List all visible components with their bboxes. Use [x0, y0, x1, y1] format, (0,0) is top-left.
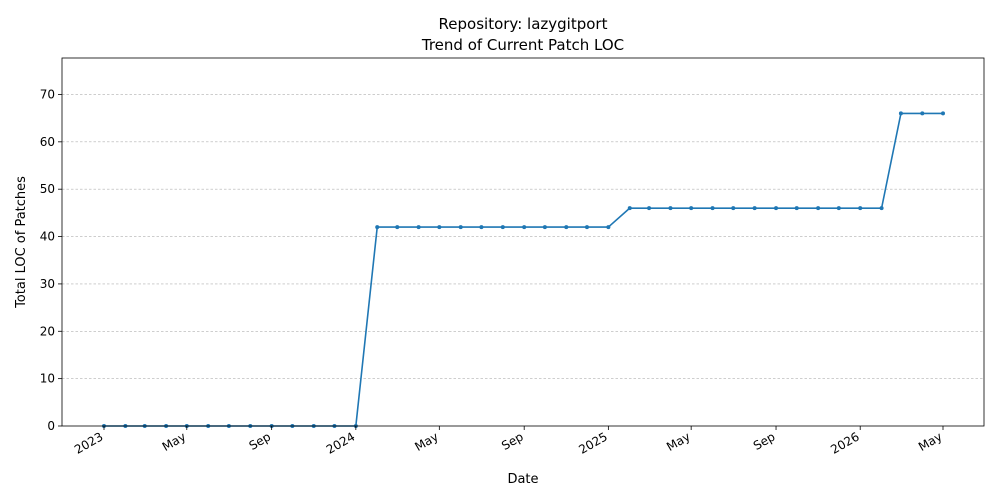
y-tick-label: 0 [47, 419, 55, 433]
x-tick-label: May [412, 429, 440, 454]
data-point [774, 206, 779, 211]
data-point [437, 225, 442, 230]
data-point [731, 206, 736, 211]
data-point [647, 206, 652, 211]
data-point [858, 206, 863, 211]
x-tick-label: 2023 [72, 429, 105, 456]
x-tick-label: 2024 [324, 429, 357, 456]
x-tick-label: May [160, 429, 188, 454]
data-point [816, 206, 821, 211]
data-point [898, 111, 903, 116]
x-tick-label: May [664, 429, 692, 454]
data-point [500, 225, 505, 230]
series-layer [102, 111, 945, 428]
data-point [479, 225, 484, 230]
x-tick-label: Sep [751, 429, 778, 452]
data-point [836, 206, 841, 211]
data-point [668, 206, 673, 211]
x-tick-label: Sep [499, 429, 526, 452]
y-tick-label: 20 [40, 324, 55, 338]
x-tick-label: Sep [247, 429, 274, 452]
y-tick-label: 40 [40, 230, 55, 244]
x-axis-ticks: 2023 May Sep 2024 May Sep 2025 May Sep 2026 May [72, 426, 945, 457]
data-point [606, 225, 611, 230]
data-point [941, 111, 945, 116]
x-tick-label: 2026 [828, 429, 861, 456]
y-gridlines [62, 94, 984, 379]
y-tick-label: 10 [40, 372, 55, 386]
y-axis-ticks: 0 10 20 30 40 50 60 70 [40, 87, 62, 433]
y-tick-label: 30 [40, 277, 55, 291]
data-point [627, 206, 632, 211]
plot-frame [61, 57, 985, 427]
y-tick-label: 50 [40, 182, 55, 196]
y-axis-label: Total LOC of Patches [14, 176, 29, 309]
x-tick-label: May [916, 429, 944, 454]
data-point [564, 225, 569, 230]
data-point [920, 111, 925, 116]
chart-title-line-2: Trend of Current Patch LOC [421, 36, 624, 54]
y-tick-label: 70 [40, 87, 55, 101]
data-point [794, 206, 799, 211]
data-point [416, 225, 421, 230]
data-point [710, 206, 715, 211]
data-point [395, 225, 400, 230]
series-line [104, 112, 943, 427]
data-point [375, 225, 380, 230]
data-point [542, 225, 547, 230]
chart-title-line-1: Repository: lazygitport [439, 15, 608, 33]
y-tick-label: 60 [40, 135, 55, 149]
data-point [522, 225, 527, 230]
data-point [879, 206, 884, 211]
x-tick-label: 2025 [576, 429, 609, 456]
data-point [584, 225, 589, 230]
data-point [689, 206, 694, 211]
data-point [458, 225, 463, 230]
data-point [752, 206, 757, 211]
x-axis-label: Date [507, 472, 538, 487]
